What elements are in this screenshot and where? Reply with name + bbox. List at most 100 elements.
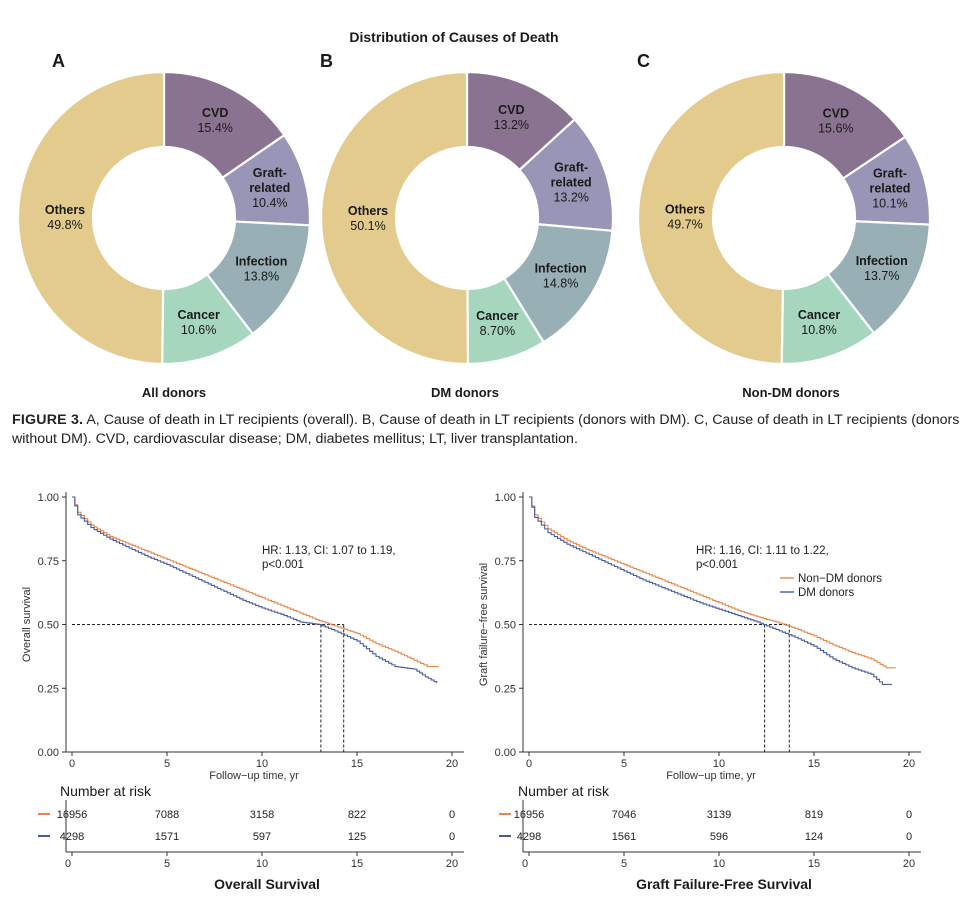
donut-slice-label: Infection — [856, 254, 908, 268]
risk-count: 3139 — [707, 809, 731, 821]
x-tick-label: 10 — [256, 758, 268, 770]
hr-annotation: p<0.001 — [262, 559, 304, 571]
risk-count: 1571 — [155, 831, 179, 843]
km-chart-title: Overall Survival — [214, 876, 320, 892]
y-tick-label: 0.00 — [495, 747, 516, 759]
risk-table-title: Number at risk — [518, 783, 610, 799]
donut-slice-label: Graft- — [554, 161, 588, 175]
y-tick-label: 1.00 — [38, 492, 59, 504]
donut-subtitle: All donors — [142, 385, 206, 400]
donut-slice-label: CVD — [823, 106, 849, 120]
km-series-dm — [72, 496, 438, 684]
donut-slice-label: Cancer — [476, 309, 519, 323]
risk-count: 0 — [449, 809, 455, 821]
risk-count: 4298 — [60, 831, 84, 843]
x-tick-label: 0 — [526, 758, 532, 770]
risk-count: 124 — [805, 831, 823, 843]
donut-slice-value: 15.4% — [197, 121, 232, 135]
donut-slice-label: related — [249, 181, 290, 195]
donut-slice-value: 14.8% — [543, 276, 578, 290]
donut-slice-label: Infection — [535, 261, 587, 275]
donut-slice-label: Infection — [235, 255, 287, 269]
y-tick-label: 0.75 — [38, 556, 59, 568]
donut-slice-label: Graft- — [873, 166, 907, 180]
donut-slice-label: Cancer — [798, 308, 841, 322]
x-axis-label: Follow−up time, yr — [666, 770, 756, 782]
risk-count: 125 — [348, 831, 366, 843]
x-tick-label: 15 — [351, 758, 363, 770]
risk-count: 822 — [348, 809, 366, 821]
risk-count: 597 — [253, 831, 271, 843]
donut-slice-value: 10.1% — [872, 196, 907, 210]
km-series-non_dm — [72, 496, 439, 668]
donut-slice-value: 8.70% — [480, 324, 515, 338]
panel-letter: C — [637, 51, 650, 71]
donut-subtitle: DM donors — [431, 385, 499, 400]
km-series-non_dm — [529, 496, 896, 669]
risk-x-tick-label: 20 — [903, 858, 915, 870]
legend-label: Non−DM donors — [798, 573, 882, 585]
risk-x-tick-label: 10 — [713, 858, 725, 870]
risk-count: 7088 — [155, 809, 179, 821]
risk-count: 4298 — [517, 831, 541, 843]
figure-caption: FIGURE 3. A, Cause of death in LT recipi… — [12, 411, 962, 449]
hr-annotation: HR: 1.13, CI: 1.07 to 1.19, — [262, 545, 396, 557]
panel-letter: B — [320, 51, 333, 71]
risk-count: 1561 — [612, 831, 636, 843]
y-tick-label: 0.50 — [495, 620, 516, 632]
risk-table-title: Number at risk — [60, 783, 152, 799]
x-tick-label: 10 — [713, 758, 725, 770]
donut-slice-value: 13.8% — [244, 270, 279, 284]
y-tick-label: 0.50 — [38, 620, 59, 632]
risk-count: 7046 — [612, 809, 636, 821]
km-panel-1: 0.00 0.25 0.50 0.75 1.00 0 5 10 15 20 Follow−up ti… — [21, 492, 464, 892]
risk-count: 0 — [449, 831, 455, 843]
donut-slice-label: CVD — [202, 106, 228, 120]
donut-slice-others — [319, 70, 470, 366]
donut-slice-value: 13.2% — [494, 118, 529, 132]
risk-x-tick-label: 5 — [621, 858, 627, 870]
caption-label: FIGURE 3. — [12, 412, 84, 428]
donut-slice-value: 10.6% — [181, 323, 216, 337]
km-chart-title: Graft Failure-Free Survival — [636, 876, 812, 892]
donut-slice-value: 50.1% — [350, 219, 385, 233]
x-tick-label: 20 — [903, 758, 915, 770]
survival-charts: 0.00 0.25 0.50 0.75 1.00 0 5 10 15 20 Follow−up ti… — [21, 492, 921, 892]
x-tick-label: 20 — [446, 758, 458, 770]
risk-x-tick-label: 20 — [446, 858, 458, 870]
panel-letter: A — [52, 51, 65, 71]
donut-slice-value: 13.2% — [553, 191, 588, 205]
km-series-dm — [529, 496, 892, 685]
y-tick-label: 1.00 — [495, 492, 516, 504]
km-panel-2: 0.00 0.25 0.50 0.75 1.00 0 5 10 15 20 Follow−up ti… — [478, 492, 921, 892]
y-axis-label: Overall survival — [21, 587, 33, 662]
donut-slice-value: 49.7% — [667, 218, 702, 232]
caption-text: A, Cause of death in LT recipients (over… — [12, 412, 960, 447]
donut-slice-label: Others — [348, 204, 388, 218]
y-axis-label: Graft failure−free survival — [478, 563, 490, 686]
donut-slice-label: related — [869, 181, 910, 195]
risk-x-tick-label: 10 — [256, 858, 268, 870]
legend-label: DM donors — [798, 587, 854, 599]
donut-subtitle: Non-DM donors — [742, 385, 839, 400]
x-tick-label: 0 — [69, 758, 75, 770]
donut-slice-cvd — [162, 70, 286, 180]
donut-slice-others — [16, 70, 166, 366]
donut-slice-others — [636, 70, 786, 366]
risk-count: 16956 — [57, 809, 88, 821]
risk-count: 596 — [710, 831, 728, 843]
donut-slice-value: 13.7% — [864, 269, 899, 283]
donut-slice-value: 49.8% — [47, 218, 82, 232]
risk-x-tick-label: 5 — [164, 858, 170, 870]
risk-x-tick-label: 0 — [65, 858, 71, 870]
risk-x-tick-label: 0 — [522, 858, 528, 870]
x-tick-label: 5 — [621, 758, 627, 770]
donut-slice-cvd — [782, 70, 907, 181]
donut-slice-label: Graft- — [253, 166, 287, 180]
donut-slice-value: 10.8% — [801, 323, 836, 337]
risk-x-tick-label: 15 — [351, 858, 363, 870]
